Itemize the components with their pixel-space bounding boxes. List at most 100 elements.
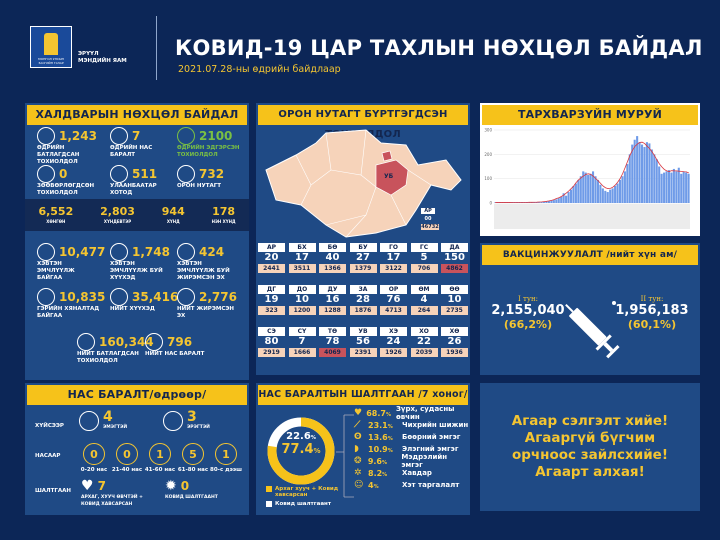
stat-hospitalized: 10,477 ХЭВТЭН ЭМЧЛҮҮЛЖ БАЙГАА	[37, 243, 105, 282]
province-header: ОРОН НУТАГТ БҮРТГЭГДСЭН ТОХИОЛДОЛ	[258, 105, 468, 140]
map-region-darkhan	[381, 150, 393, 162]
heart-icon: ♥	[354, 408, 363, 418]
pct-unit: %	[373, 483, 379, 490]
province-cell: ХӨ 26 1936	[441, 327, 468, 357]
severity-value: 944	[161, 205, 185, 218]
stat-home-care: 10,835 ГЭРИЙН ХЯНАЛТАД БАЙГАА	[37, 288, 105, 320]
comorbid-label: АРХАГ, ХУУЧ ӨВЧТЭЙ + КОВИД ХАВСАРСАН	[81, 495, 143, 507]
province-code: БУ	[349, 243, 377, 252]
province-cell: ЗА 28 1876	[349, 285, 377, 315]
dose1: I тун: 2,155,040 (66,2%)	[488, 295, 568, 331]
pct-unit: %	[382, 471, 388, 478]
province-daily: 19	[264, 294, 279, 305]
province-cell: УВ 56 2391	[349, 327, 377, 357]
cause-pct: 9.6	[367, 456, 382, 466]
province-cell: ДГ 19 323	[258, 285, 285, 315]
stat-label: НИЙТ ХҮҮХЭД	[110, 306, 155, 312]
pct-unit: %	[387, 423, 393, 430]
cause-label: Хавдар	[402, 469, 432, 477]
cause-pct: 10.9	[368, 444, 388, 454]
age-group: 0 0-20 нас	[77, 443, 111, 474]
children-total-icon	[110, 288, 128, 306]
stat-value: 7	[132, 129, 141, 143]
bar	[584, 172, 587, 203]
dose2-label: II тун:	[640, 295, 664, 303]
province-total: 3122	[380, 264, 407, 273]
province-cell: ДУ 16 1288	[319, 285, 346, 315]
comorbid-count: 7	[97, 479, 106, 493]
province-cell: ДО 10 1200	[288, 285, 316, 315]
bar	[569, 189, 573, 203]
age-label: 21-40 нас	[111, 467, 143, 473]
bar	[596, 179, 599, 203]
y-tick-label: 0	[489, 201, 492, 206]
bar	[680, 173, 683, 203]
severity-label: ХҮНДЕВТЭР	[103, 219, 132, 224]
province-cell: ГО 17 3122	[380, 243, 407, 273]
bar	[618, 179, 622, 203]
cause-item: ❂ 9.6% Мэдрэлийн эмгэг	[354, 453, 470, 469]
cause-label: Хэт таргалалт	[402, 481, 460, 489]
stat-label: ХЭВТЭН ЭМЧЛҮҮЛЖ БАЙГАА	[37, 261, 75, 281]
cause-label: Чихрийн шижин	[402, 421, 469, 429]
province-daily: 80	[264, 336, 279, 347]
legend-covid: Ковид шалтгаант	[275, 501, 332, 507]
stat-daily-confirmed: 1,243 ӨДРИЙН БАТЛАГДСАН ТОХИОЛДОЛ	[37, 127, 101, 166]
liver-icon: ◗	[354, 444, 359, 454]
bar	[557, 198, 560, 203]
bar	[675, 171, 678, 203]
by-age-label: НАСААР	[35, 453, 61, 459]
bar	[623, 171, 626, 203]
death-causes-panel: НАС БАРАЛТЫН ШАЛТГААН /7 хоног/ 22.6% 77…	[256, 383, 470, 515]
age-count: 1	[215, 443, 237, 465]
age-count: 0	[83, 443, 105, 465]
dose2-pct: (60,1%)	[627, 318, 677, 331]
province-code: УВ	[349, 327, 377, 336]
bar	[667, 170, 671, 203]
stat-value: 1,243	[59, 129, 97, 143]
recovered-icon	[177, 127, 195, 145]
bar	[543, 201, 546, 203]
province-daily: 16	[325, 294, 340, 305]
virus-icon: ✹	[165, 478, 177, 494]
province-total: 264	[410, 306, 438, 315]
bar	[594, 176, 597, 203]
province-daily: 24	[386, 336, 401, 347]
stat-value: 10,477	[59, 245, 106, 259]
bar	[633, 139, 636, 203]
message-panel: Агаар сэлгэлт хийе! Агааргүй бүгчим орчноо…	[480, 383, 700, 511]
bar	[577, 179, 580, 203]
message-line: Агааргүй бүгчим	[524, 430, 656, 446]
province-cell: ГС 5 706	[410, 243, 438, 273]
bar	[587, 175, 590, 203]
severity-item: 2,803 ХҮНДЕВТЭР	[100, 205, 135, 225]
cause-pct: 23.1	[368, 420, 388, 430]
bar	[579, 176, 582, 203]
province-code: ДГ	[258, 285, 285, 294]
stat-label: ЗӨӨВӨРЛӨГДСӨН ТОХИОЛДОЛ	[37, 183, 95, 196]
province-row: АР 20 2441 БХ 17 3511 БӨ 40 1366 БУ 27 1379 ГО 17 3122…	[258, 243, 468, 273]
message-line: орчноос зайлсхийе!	[511, 447, 668, 463]
map-region-borders	[295, 129, 432, 238]
stat-value: 0	[59, 167, 68, 181]
heart-pulse-icon: ♥	[81, 478, 94, 494]
bar	[660, 173, 663, 203]
stat-value: 511	[132, 167, 158, 181]
cause-label: Элэгний эмгэг	[402, 445, 459, 453]
stat-ulaanbaatar: 511 УЛААНБААТАР ХОТОД	[110, 165, 174, 197]
severity-value: 2,803	[100, 205, 135, 218]
donut-labels: 22.6% 77.4%	[268, 431, 334, 457]
vaccination-panel: ВАКЦИНЖУУЛАЛТ /нийт хүн ам/ I тун: 2,155…	[480, 243, 700, 375]
bar	[604, 190, 607, 203]
stat-label: ӨДРИЙН НАС БАРАЛТ	[110, 145, 153, 158]
stat-imported: 0 ЗӨӨВӨРЛӨГДСӨН ТОХИОЛДОЛ	[37, 165, 101, 197]
stat-value: 10,835	[59, 290, 106, 304]
bar	[562, 193, 565, 203]
age-label: 80-с дээш	[210, 467, 242, 473]
province-total: 1926	[380, 348, 407, 357]
bar	[677, 167, 680, 203]
bar	[672, 168, 675, 203]
cancer-icon: ✲	[354, 468, 362, 478]
bar	[663, 172, 666, 203]
home-care-icon	[37, 288, 55, 306]
